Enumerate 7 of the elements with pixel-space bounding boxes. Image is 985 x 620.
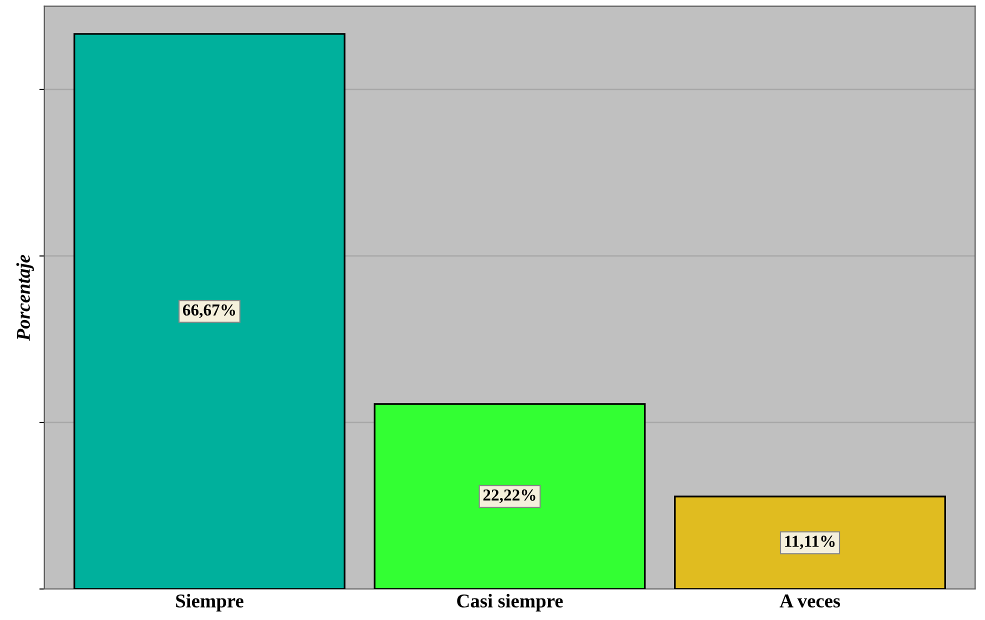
data-label: 11,11% <box>785 536 835 550</box>
x-tick-label: A veces <box>780 594 840 608</box>
data-label: 66,67% <box>182 304 235 318</box>
x-tick-label: Casi siempre <box>457 594 563 612</box>
data-label: 22,22% <box>483 489 536 504</box>
y-axis-title: Porcentaje <box>16 254 34 341</box>
x-tick-label: Siempre <box>176 594 244 612</box>
